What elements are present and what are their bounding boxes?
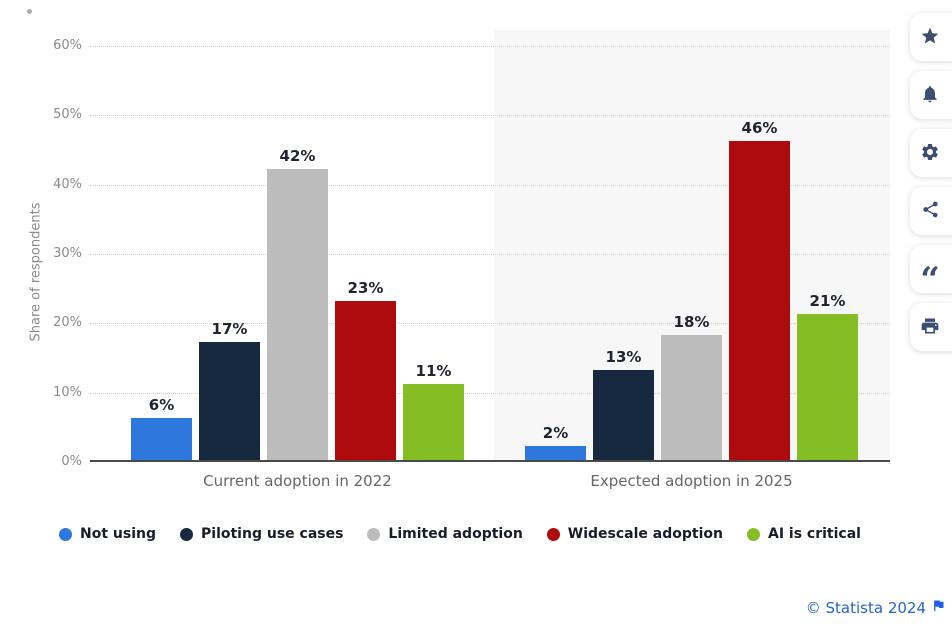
plot-area: 0% 10% 20% 30% 40% 50% 60% 6% 17% 42% 23% 11% Curren…: [53, 0, 890, 490]
legend: Not using Piloting use cases Limited adopt…: [0, 519, 920, 549]
gridline: [90, 115, 890, 117]
y-axis-tick-label: 60%: [53, 38, 82, 53]
legend-item-ai-is-critical[interactable]: AI is critical: [747, 526, 861, 542]
notifications-button[interactable]: [910, 71, 952, 119]
settings-button[interactable]: [910, 129, 952, 177]
legend-item-widescale-adoption[interactable]: Widescale adoption: [546, 526, 723, 542]
bar-value-label: 23%: [347, 278, 384, 297]
gridline: [90, 392, 890, 394]
star-icon: [920, 26, 940, 49]
bar-piloting-use-cases[interactable]: [199, 342, 260, 460]
bar-limited-adoption[interactable]: [661, 335, 722, 460]
gridline: [90, 46, 890, 47]
gridline: [90, 323, 890, 325]
gridline: [90, 184, 890, 186]
bar-piloting-use-cases[interactable]: [593, 369, 654, 460]
gear-icon: [920, 142, 940, 165]
bar-not-using[interactable]: [525, 446, 586, 460]
share-button[interactable]: [910, 187, 952, 235]
bar-value-label: 46%: [741, 119, 778, 138]
bar-value-label: 2%: [542, 424, 569, 443]
favorite-button[interactable]: [910, 13, 952, 61]
bar-value-label: 18%: [673, 313, 710, 332]
y-axis-tick-label: 40%: [53, 176, 82, 192]
y-axis-tick-label: 20%: [53, 315, 82, 331]
legend-item-piloting-use-cases[interactable]: Piloting use cases: [180, 526, 343, 542]
legend-swatch: [747, 527, 760, 541]
share-icon: [921, 200, 940, 222]
legend-label: Piloting use cases: [201, 526, 344, 542]
bullet-dot: [27, 9, 32, 14]
bar-limited-adoption[interactable]: [267, 168, 328, 460]
y-axis-tick-label: 10%: [53, 384, 82, 400]
bar-ai-is-critical[interactable]: [403, 383, 464, 460]
legend-label: Limited adoption: [388, 526, 523, 542]
footer: © Statista 2024: [806, 598, 946, 617]
bar-widescale-adoption[interactable]: [729, 141, 790, 460]
legend-label: Not using: [80, 526, 157, 542]
bar-widescale-adoption[interactable]: [335, 300, 396, 460]
x-axis-line: [90, 460, 890, 462]
legend-swatch: [367, 527, 381, 541]
bell-icon: [920, 84, 940, 107]
bar-ai-is-critical[interactable]: [797, 314, 858, 460]
copyright-link[interactable]: © Statista 2024: [805, 598, 926, 617]
bar-not-using[interactable]: [131, 418, 192, 460]
flag-icon[interactable]: [931, 598, 946, 617]
legend-swatch: [180, 527, 194, 541]
category-label: Expected adoption in 2025: [590, 472, 793, 490]
bar-value-label: 13%: [605, 347, 642, 366]
legend-swatch: [59, 527, 73, 541]
bar-value-label: 11%: [415, 361, 452, 380]
legend-item-not-using[interactable]: Not using: [59, 526, 156, 542]
gridline: [90, 254, 890, 255]
bar-value-label: 6%: [148, 396, 175, 415]
printer-icon: [920, 316, 940, 339]
legend-swatch: [546, 527, 560, 541]
y-axis-tick-label: 30%: [53, 246, 82, 261]
bar-value-label: 42%: [279, 146, 316, 165]
bar-value-label: 21%: [809, 292, 846, 311]
bar-value-label: 17%: [211, 320, 248, 339]
y-axis-tick-label: 0%: [61, 454, 82, 469]
cite-button[interactable]: “: [910, 245, 952, 297]
legend-label: Widescale adoption: [567, 526, 723, 542]
legend-item-limited-adoption[interactable]: Limited adoption: [367, 526, 523, 542]
print-button[interactable]: [910, 303, 952, 351]
legend-label: AI is critical: [768, 526, 861, 542]
category-label: Current adoption in 2022: [203, 472, 392, 490]
y-axis-tick-label: 50%: [53, 107, 82, 123]
